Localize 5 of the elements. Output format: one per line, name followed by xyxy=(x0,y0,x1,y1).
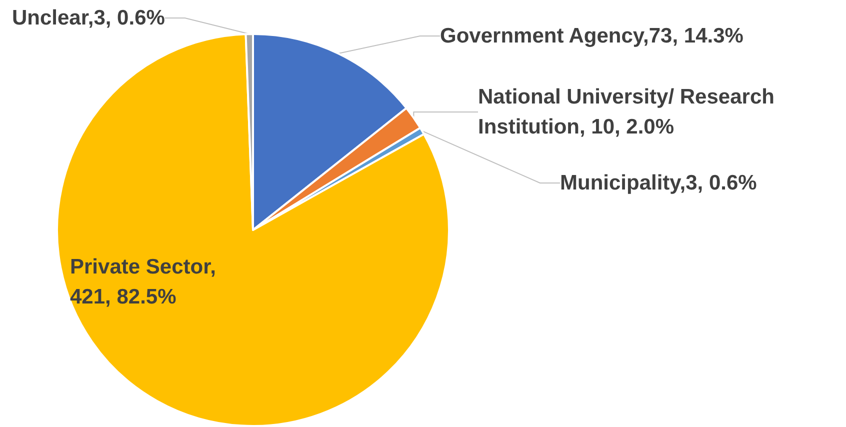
slice-label: Government Agency,73, 14.3% xyxy=(440,24,744,48)
slice-label: Private Sector, 421, 82.5% xyxy=(70,256,222,308)
slice-label: National University/ Research Institution, 10, 2.0% xyxy=(478,86,780,138)
slice-label: Municipality,3, 0.6% xyxy=(560,172,758,194)
slice-label: Unclear,3, 0.6% xyxy=(12,6,166,30)
